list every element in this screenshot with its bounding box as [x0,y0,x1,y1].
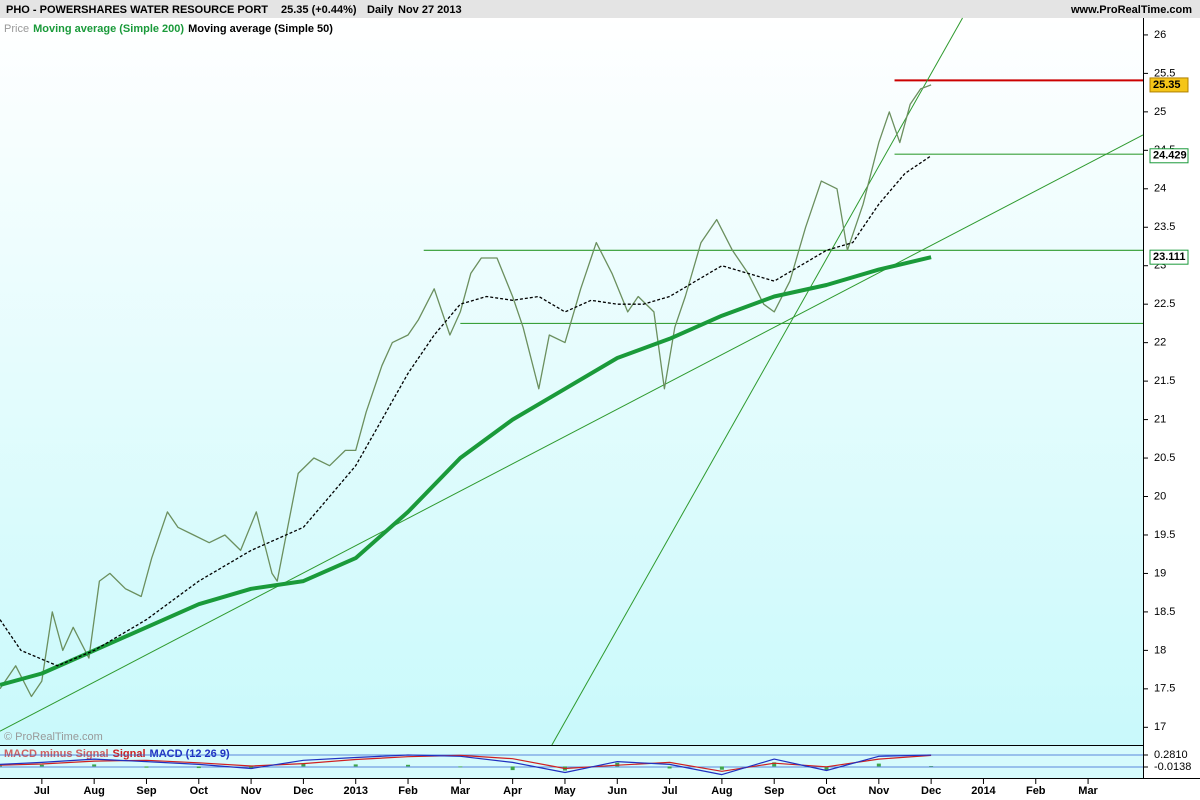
histogram-bar [876,763,881,767]
x-tick-label: Oct [190,785,209,797]
x-tick-label: Mar [1078,785,1098,797]
source: www.ProRealTime.com [1070,4,1192,16]
y-tick-label: 24 [1154,183,1166,195]
x-tick-label: Aug [83,785,104,797]
histogram-bar [92,764,97,767]
x-tick-label: Dec [293,785,313,797]
histogram-bar [719,766,724,770]
series-line [0,84,932,698]
x-tick-label: May [554,785,576,797]
x-tick-label: Sep [136,785,156,797]
histogram-bar [144,766,149,768]
histogram-bar [406,764,411,767]
x-tick-label: 2013 [343,785,367,797]
x-tick-label: Nov [868,785,890,797]
y-tick-label: 19.5 [1154,529,1175,541]
x-tick-label: Dec [921,785,941,797]
symbol-title: PHO - POWERSHARES WATER RESOURCE PORT [6,4,268,16]
last-value-tag [1149,77,1189,93]
last-value-label: 24.429 [1153,150,1187,162]
x-tick-label: Nov [241,785,263,797]
histogram-bar [249,766,254,769]
x-tick-label: Jun [607,785,627,797]
legend-entry: Moving average (Simple 50) [188,23,333,35]
histogram-bar [510,766,515,771]
histogram-bar [301,763,306,767]
legend-entry: MACD (12 26 9) [150,748,230,760]
y-tick-label: 17.5 [1154,683,1175,695]
histogram-bar [39,764,44,767]
histogram-bar [353,764,358,767]
series-line [0,754,932,772]
x-tick-label: Jul [662,785,678,797]
legend-entry: Moving average (Simple 200) [33,23,184,35]
x-tick-label: Mar [451,785,471,797]
y-tick-label: 20 [1154,490,1166,502]
interval: Daily [367,4,394,16]
x-tick-label: Feb [1026,785,1046,797]
price-panel [0,18,1143,745]
x-tick-label: Jul [34,785,50,797]
legend-entry: MACD minus Signal [4,748,109,760]
series-line [0,255,932,687]
x-tick-label: 2014 [971,785,996,797]
last-value-tag [1149,148,1189,164]
x-tick-label: Feb [398,785,418,797]
x-axis-area [0,778,1200,800]
legend: MACD minus Signal Signal MACD (12 26 9) [4,748,230,760]
quote: 25.35 (+0.44%) [281,4,357,16]
last-value-label: 23.111 [1153,251,1185,263]
trend-line [0,134,1144,732]
y-tick-label: 18 [1154,644,1166,656]
x-tick-label: Oct [817,785,836,797]
y-tick-label: 20.5 [1154,452,1175,464]
legend-entry: Price [4,23,29,35]
x-tick-label: Apr [503,785,523,797]
series-line [0,754,932,776]
y-axis-area [1143,18,1200,778]
y-tick-label: -0.0138 [1154,761,1191,773]
y-tick-label: 19 [1154,567,1166,579]
legend-entry: Signal [113,748,146,760]
y-tick-label: 17 [1154,721,1166,733]
histogram-bar [929,766,934,767]
histogram-bar [667,766,672,769]
last-value-label: 25.35 [1153,79,1181,91]
y-tick-label: 0.2810 [1154,749,1188,761]
histogram-bar [196,766,201,769]
histogram-bar [458,766,463,768]
y-tick-label: 21.5 [1154,375,1175,387]
watermark: © ProRealTime.com [4,731,103,743]
date: Nov 27 2013 [398,4,462,16]
last-value-tag [1149,249,1189,265]
legend: Price Moving average (Simple 200) Moving a… [4,23,333,35]
x-tick-label: Sep [764,785,784,797]
y-tick-label: 21 [1154,413,1166,425]
y-tick-label: 18.5 [1154,606,1175,618]
histogram-bar [772,762,777,767]
x-tick-label: Aug [711,785,732,797]
series-line [0,155,932,667]
trend-line [551,17,963,746]
y-tick-label: 25 [1154,106,1166,118]
y-tick-label: 22.5 [1154,298,1175,310]
y-tick-label: 26 [1154,29,1166,41]
y-tick-label: 25.5 [1154,67,1175,79]
histogram-bar [824,766,829,771]
header-bar [0,0,1200,18]
histogram-bar [0,765,2,767]
y-tick-label: 23.5 [1154,221,1175,233]
y-tick-label: 22 [1154,337,1166,349]
